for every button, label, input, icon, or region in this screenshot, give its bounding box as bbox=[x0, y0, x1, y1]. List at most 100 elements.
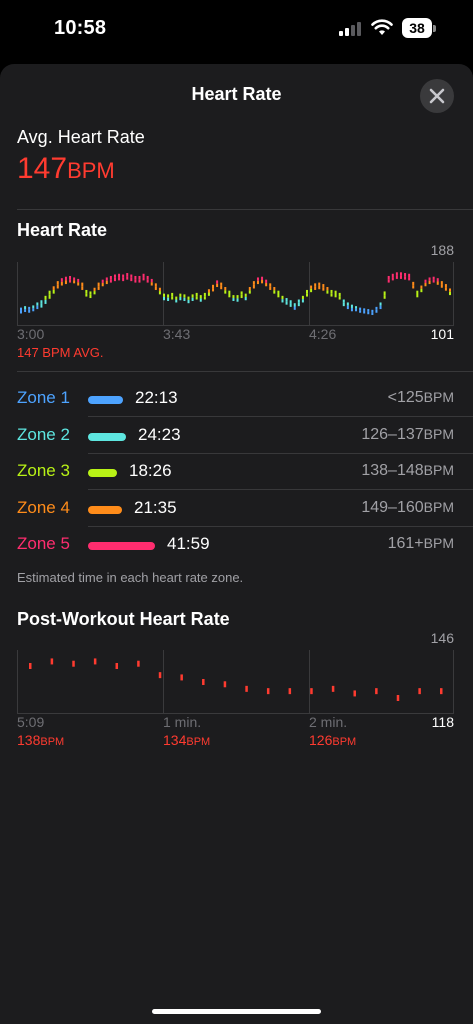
hr-bar bbox=[122, 274, 125, 278]
hr-bar bbox=[89, 291, 92, 295]
hr-bar bbox=[56, 284, 59, 289]
post-value: 134BPM bbox=[163, 732, 211, 748]
hr-bar bbox=[310, 285, 313, 289]
hr-bar bbox=[449, 291, 451, 296]
hr-bar bbox=[118, 273, 121, 278]
hr-bar bbox=[171, 292, 174, 297]
hr-bar bbox=[224, 287, 227, 291]
post-axis-min: 118 bbox=[431, 714, 454, 730]
hr-bar bbox=[248, 287, 251, 291]
hr-bar bbox=[261, 280, 264, 284]
hr-bar bbox=[195, 296, 198, 300]
hr-bar bbox=[432, 279, 435, 283]
hr-bar bbox=[379, 302, 382, 306]
hr-bar bbox=[187, 299, 190, 304]
hr-bar bbox=[265, 282, 268, 287]
hr-axis-max: 188 bbox=[430, 242, 454, 258]
zone-range: 161+BPM bbox=[387, 535, 454, 552]
hr-bar bbox=[256, 277, 259, 281]
hr-bar bbox=[244, 296, 247, 301]
hr-bar bbox=[109, 279, 112, 283]
hr-bar bbox=[289, 303, 292, 307]
post-point bbox=[202, 679, 205, 685]
avg-heart-rate-label: Avg. Heart Rate bbox=[17, 127, 145, 147]
hr-bar bbox=[167, 294, 170, 298]
hr-bar bbox=[436, 278, 439, 282]
hr-bar bbox=[32, 305, 35, 309]
hr-bar bbox=[28, 306, 31, 310]
post-point bbox=[72, 660, 75, 667]
hr-bar bbox=[134, 275, 137, 280]
hr-bar bbox=[175, 296, 178, 300]
hr-bar bbox=[158, 291, 161, 295]
post-point bbox=[29, 663, 32, 669]
hr-bar bbox=[101, 279, 104, 283]
hr-bar bbox=[24, 309, 27, 313]
hr-bar bbox=[240, 291, 243, 295]
hr-bar bbox=[73, 280, 76, 284]
hr-bar bbox=[322, 287, 325, 291]
hr-bar bbox=[387, 279, 390, 283]
zone-range: 149–160BPM bbox=[361, 498, 454, 516]
cellular-signal-icon bbox=[339, 22, 367, 36]
hr-bar bbox=[154, 283, 157, 287]
battery-icon: 38 bbox=[402, 18, 436, 38]
hr-bar bbox=[93, 291, 96, 295]
hr-bar bbox=[113, 277, 116, 282]
hr-bar bbox=[203, 296, 206, 300]
hr-bar bbox=[244, 293, 247, 297]
hr-bar bbox=[359, 307, 362, 311]
hr-bar bbox=[428, 277, 431, 281]
hr-bar bbox=[449, 288, 451, 292]
hr-bar bbox=[126, 273, 129, 277]
zone-row: Zone 2 24:23 126–137BPM bbox=[17, 418, 473, 454]
hr-bar bbox=[187, 296, 190, 300]
home-indicator[interactable] bbox=[152, 1009, 321, 1014]
post-point bbox=[158, 672, 162, 679]
post-value: 126BPM bbox=[309, 732, 357, 748]
hr-tick-label: 3:00 bbox=[17, 326, 45, 342]
hr-bar bbox=[130, 274, 133, 278]
post-point bbox=[93, 658, 97, 665]
battery-level: 38 bbox=[402, 18, 432, 38]
avg-heart-rate-number: 147 bbox=[17, 152, 68, 185]
status-time: 10:58 bbox=[54, 17, 107, 39]
hr-bar bbox=[428, 280, 431, 285]
hr-bar bbox=[56, 281, 59, 285]
close-button[interactable] bbox=[420, 79, 454, 113]
post-point bbox=[266, 688, 270, 695]
hr-bar bbox=[85, 293, 88, 297]
hr-bar bbox=[93, 287, 96, 292]
hr-bar bbox=[277, 294, 280, 298]
divider bbox=[88, 452, 473, 454]
hr-bar bbox=[371, 309, 374, 313]
hr-bar bbox=[281, 295, 284, 300]
post-tick-label: 2 min. bbox=[309, 714, 348, 730]
hr-bar bbox=[371, 312, 374, 315]
hr-bar bbox=[289, 300, 292, 304]
hr-bar bbox=[183, 297, 186, 301]
hr-bar bbox=[363, 308, 366, 311]
hr-bar bbox=[28, 309, 31, 313]
post-tick-label: 1 min. bbox=[163, 714, 202, 730]
hr-bar bbox=[256, 280, 259, 285]
hr-bar bbox=[36, 302, 39, 306]
hr-bar bbox=[44, 295, 47, 300]
zone-name: Zone 4 bbox=[17, 497, 70, 517]
hr-bar bbox=[60, 281, 63, 286]
zone-range: <125BPM bbox=[387, 389, 454, 406]
hr-bar bbox=[89, 294, 92, 299]
hr-bar bbox=[130, 277, 133, 282]
hr-bar bbox=[334, 290, 337, 294]
hr-bar bbox=[330, 289, 333, 294]
divider bbox=[17, 371, 473, 372]
hr-bar bbox=[355, 308, 358, 312]
hr-tick-label: 4:26 bbox=[309, 326, 337, 342]
hr-bar bbox=[105, 280, 108, 285]
hr-bar bbox=[395, 275, 398, 279]
hr-bar bbox=[342, 302, 345, 307]
hr-bar bbox=[391, 273, 394, 278]
hr-bar bbox=[97, 282, 100, 287]
zone-time: 21:35 bbox=[134, 497, 177, 517]
zone-bar bbox=[88, 542, 155, 550]
